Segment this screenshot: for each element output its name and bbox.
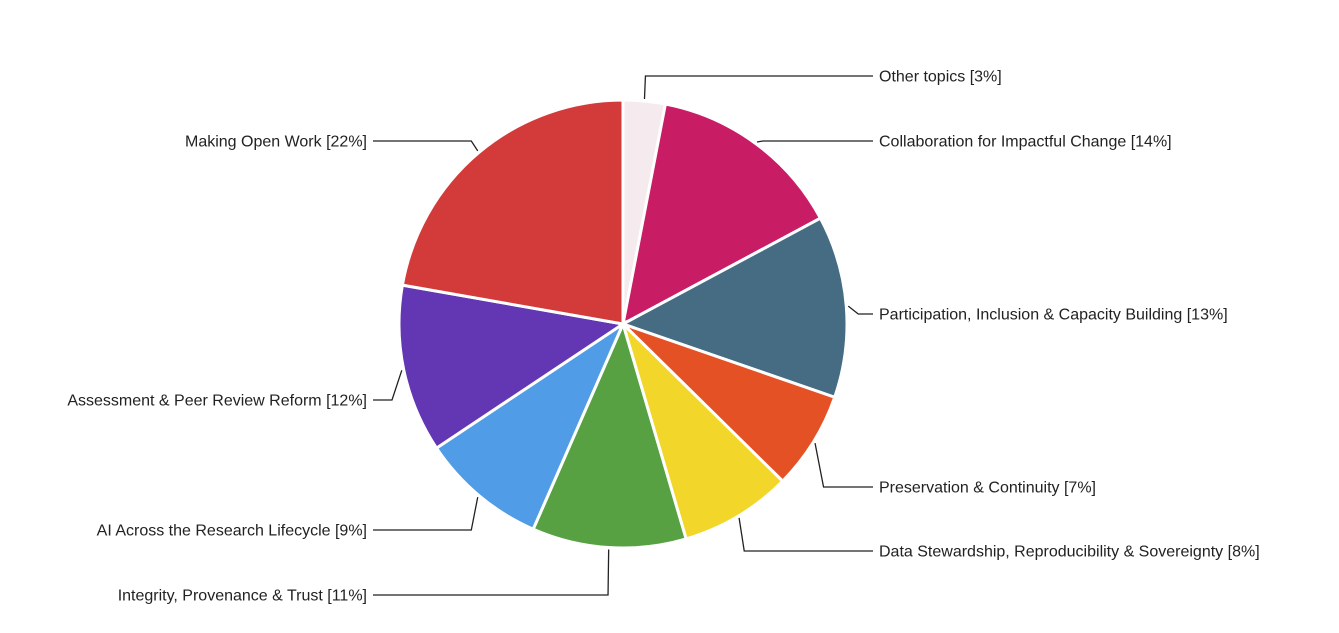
leader-line [373, 549, 610, 596]
pie-slice[interactable] [619, 318, 785, 541]
slice-label: AI Across the Research Lifecycle [9%] [97, 523, 367, 540]
slice-label: Data Stewardship, Reproducibility & Sove… [879, 544, 1260, 561]
slice-label: Assessment & Peer Review Reform [12%] [67, 393, 367, 410]
slice-label: Preservation & Continuity [7%] [879, 480, 1096, 497]
slice-label: Integrity, Provenance & Trust [11%] [118, 588, 367, 605]
leader-line [738, 517, 873, 552]
pie-slice[interactable] [397, 283, 627, 451]
slice-label: Making Open Work [22%] [185, 134, 367, 151]
pie-slice[interactable] [619, 216, 849, 400]
leader-line [847, 305, 873, 315]
leader-line [373, 497, 479, 531]
pie-slice[interactable] [620, 102, 823, 327]
slice-label: Collaboration for Impactful Change [14%] [879, 134, 1172, 151]
slice-label: Participation, Inclusion & Capacity Buil… [879, 307, 1228, 324]
leader-line [373, 370, 403, 401]
leader-line [814, 443, 873, 488]
pie-labels: Other topics [3%] Collaboration for Impac… [67, 69, 1259, 605]
leader-line [756, 140, 873, 143]
leader-line [643, 75, 873, 100]
pie-slice[interactable] [400, 98, 625, 326]
pie-slices [397, 98, 849, 550]
pie-slice[interactable] [531, 319, 688, 550]
pie-slice[interactable] [434, 319, 627, 532]
leader-line [373, 140, 479, 152]
slice-label: Other topics [3%] [879, 69, 1002, 86]
